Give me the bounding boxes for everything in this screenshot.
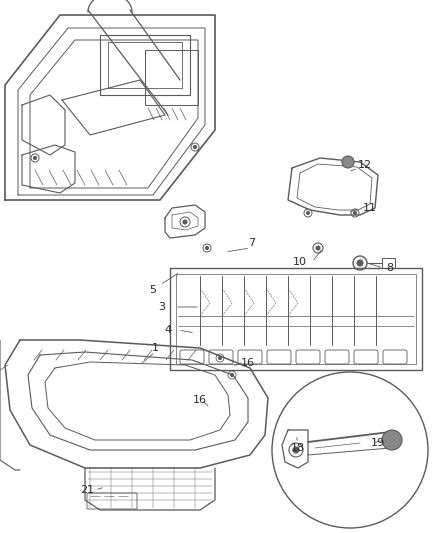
Text: 4: 4 xyxy=(164,325,172,335)
Circle shape xyxy=(33,157,36,159)
Circle shape xyxy=(194,146,197,149)
Circle shape xyxy=(293,447,299,453)
Circle shape xyxy=(353,212,357,214)
Circle shape xyxy=(316,246,320,250)
Text: 12: 12 xyxy=(358,160,372,170)
Text: 16: 16 xyxy=(241,358,255,368)
Circle shape xyxy=(342,156,354,168)
Text: 21: 21 xyxy=(80,485,94,495)
Circle shape xyxy=(382,430,402,450)
Text: 7: 7 xyxy=(248,238,255,248)
Circle shape xyxy=(205,246,208,249)
Text: 5: 5 xyxy=(149,285,156,295)
Text: 16: 16 xyxy=(193,395,207,405)
Circle shape xyxy=(357,260,363,266)
Text: 3: 3 xyxy=(159,302,166,312)
Circle shape xyxy=(219,357,222,359)
Text: 8: 8 xyxy=(386,263,394,273)
Circle shape xyxy=(307,212,310,214)
Text: 10: 10 xyxy=(293,257,307,267)
Text: 11: 11 xyxy=(363,203,377,213)
Text: 19: 19 xyxy=(371,438,385,448)
Text: 18: 18 xyxy=(291,443,305,453)
Text: 1: 1 xyxy=(152,343,159,353)
Circle shape xyxy=(183,220,187,224)
Circle shape xyxy=(230,374,233,376)
